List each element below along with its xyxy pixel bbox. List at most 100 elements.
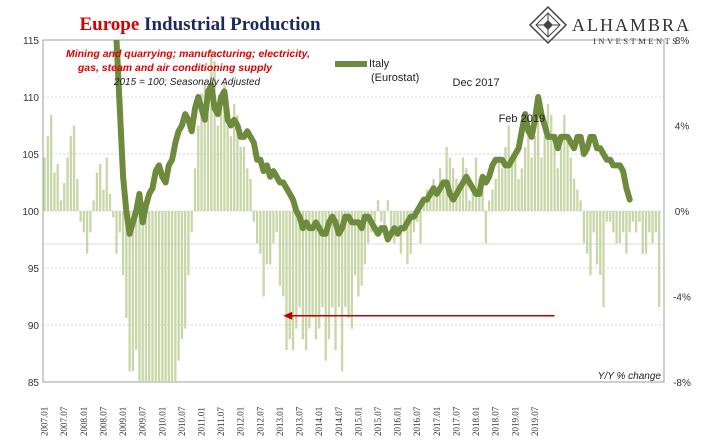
right-tick-label: 0% — [675, 207, 690, 218]
diamond-logo-icon — [528, 5, 568, 45]
yoy-bar — [599, 211, 602, 276]
yoy-bar — [468, 200, 471, 211]
yoy-bar — [148, 211, 151, 382]
yoy-bar — [471, 189, 474, 211]
yoy-bar — [50, 114, 53, 211]
x-tick-label: 2019.01 — [510, 407, 520, 436]
x-tick-label: 2010.01 — [157, 407, 167, 436]
left-tick-label: 85 — [28, 378, 40, 389]
yoy-bar — [559, 146, 563, 211]
yoy-bar — [533, 136, 537, 211]
yoy-bar — [246, 168, 249, 211]
yoy-bar — [435, 189, 438, 211]
yoy-bar — [125, 211, 128, 318]
yoy-bar — [501, 168, 504, 211]
yoy-bar — [432, 178, 435, 211]
yoy-bar — [403, 211, 406, 233]
left-tick-label: 105 — [22, 150, 39, 161]
yoy-bar — [563, 114, 566, 211]
x-tick-label: 2013.01 — [275, 407, 285, 436]
yoy-bar — [353, 211, 357, 276]
yoy-bar — [654, 211, 657, 233]
yoy-bar — [644, 211, 648, 254]
yoy-bar — [592, 211, 595, 233]
yoy-bar — [252, 211, 255, 222]
x-tick-label: 2007.01 — [40, 407, 50, 436]
yoy-bar — [85, 211, 89, 254]
left-tick-label: 115 — [23, 36, 39, 47]
yoy-bar — [193, 168, 197, 211]
yoy-bar — [635, 211, 638, 233]
yoy-bar — [487, 200, 491, 211]
yoy-bar — [79, 211, 82, 222]
yoy-bar — [249, 178, 252, 211]
yoy-bar — [210, 50, 213, 211]
yoy-bar — [92, 200, 95, 211]
yoy-bar — [360, 211, 363, 286]
yoy-bar — [373, 211, 376, 222]
yoy-bar — [383, 211, 386, 233]
yoy-bar — [262, 211, 265, 297]
logo-sub-text: INVESTMENTS — [593, 36, 680, 46]
chart-title-rest: Industrial Production — [139, 14, 321, 35]
yoy-bar — [582, 211, 586, 244]
yoy-bar — [167, 211, 170, 382]
x-tick-label: 2017.01 — [432, 407, 442, 436]
yoy-bar — [213, 61, 216, 211]
yoy-bar — [389, 211, 393, 233]
yoy-bar — [295, 211, 298, 329]
yoy-bar — [157, 211, 161, 382]
x-tick-label: 2010.07 — [177, 406, 187, 436]
left-tick-label: 110 — [23, 93, 39, 104]
yoy-bar — [219, 93, 223, 211]
x-tick-label: 2013.07 — [295, 406, 305, 436]
chart-title-accent: Europe — [79, 14, 139, 35]
yoy-bar — [135, 211, 138, 350]
yoy-bar — [602, 211, 605, 308]
yoy-bar — [504, 146, 507, 211]
right-axis-ticks: -8% -4% 0% 4% 8% — [673, 36, 691, 389]
x-tick-label: 2015.07 — [373, 406, 383, 436]
yoy-bar — [324, 211, 327, 361]
yoy-bar — [422, 200, 425, 211]
yoy-bar — [638, 211, 641, 222]
yoy-bar — [452, 168, 455, 211]
yoy-bar — [177, 211, 180, 361]
annotation-feb-2019: Feb 2019 — [499, 113, 545, 125]
yoy-bar — [304, 211, 308, 350]
yoy-bar — [586, 211, 589, 254]
yoy-bar — [170, 211, 174, 382]
yoy-bar — [622, 211, 625, 233]
yoy-bar — [63, 183, 66, 211]
right-axis-label: Y/Y % change — [598, 371, 662, 382]
yoy-bar — [203, 82, 206, 211]
x-tick-label: 2008.01 — [79, 407, 89, 436]
yoy-bar — [301, 211, 304, 340]
yoy-bar — [226, 125, 229, 211]
x-tick-label: 2009.01 — [118, 407, 128, 436]
yoy-bar — [605, 211, 608, 222]
yoy-bar — [595, 211, 599, 265]
x-tick-label: 2018.01 — [471, 407, 481, 436]
x-tick-label: 2011.01 — [197, 407, 207, 436]
yoy-bar — [118, 211, 121, 233]
yoy-bar — [229, 136, 233, 211]
yoy-bar — [223, 82, 226, 211]
right-tick-label: 4% — [675, 122, 690, 133]
yoy-bar — [239, 146, 242, 211]
yoy-bar — [569, 157, 572, 211]
yoy-bar — [154, 211, 157, 382]
yoy-bar — [340, 211, 344, 372]
left-axis-ticks: 85 90 95 100 105 110 115 — [22, 36, 39, 389]
x-tick-label: 2009.07 — [138, 406, 148, 436]
subtitle-line-1: Mining and quarrying; manufacturing; ele… — [66, 48, 310, 60]
yoy-bar — [259, 211, 262, 254]
yoy-bar — [429, 200, 432, 211]
yoy-bar — [442, 178, 445, 211]
base-note: 2015 = 100; Seasonally Adjusted — [113, 77, 261, 88]
yoy-bar — [236, 114, 239, 211]
yoy-bar — [56, 163, 59, 211]
yoy-bar — [121, 211, 125, 276]
arrow-head — [283, 311, 293, 320]
